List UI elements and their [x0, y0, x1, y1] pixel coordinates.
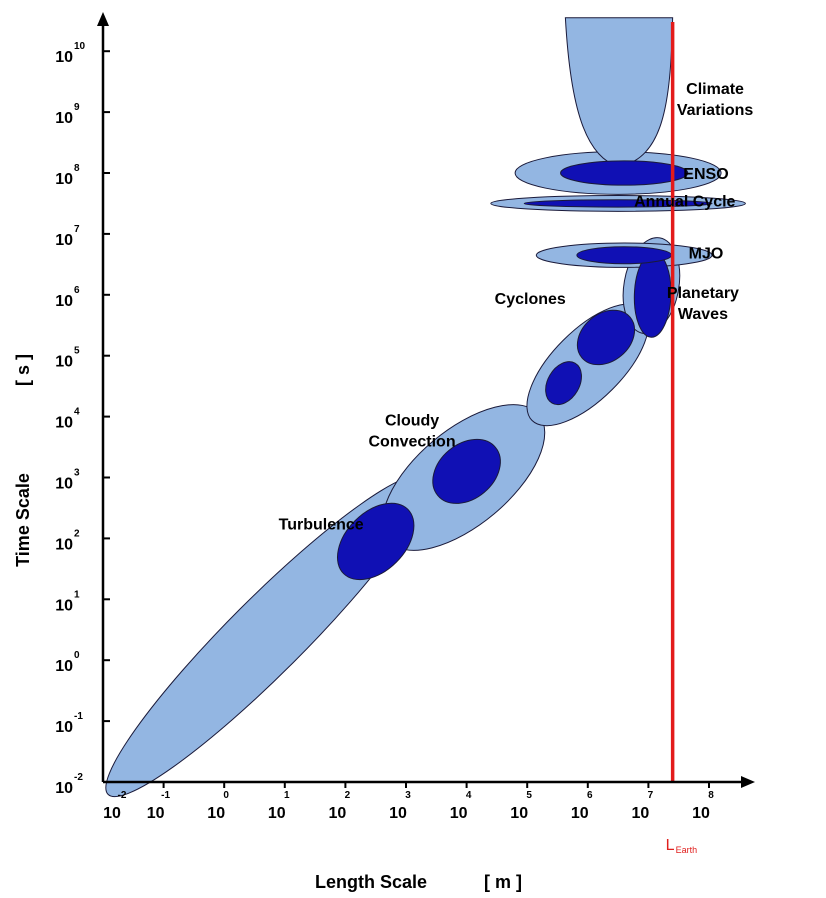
cyclones-core-1: [545, 361, 582, 406]
annual-cycle-core: [523, 199, 713, 208]
y-tick-label: 10: [55, 536, 73, 553]
x-tick-exponent: 4: [466, 790, 472, 801]
planetary-waves-label: Planetary: [667, 285, 739, 302]
x-tick-exponent: -1: [161, 790, 170, 801]
y-tick-label: 10: [55, 293, 73, 310]
cyclones-label: Cyclones: [495, 291, 566, 308]
turbulence-core: [336, 502, 415, 581]
enso-label: ENSO: [683, 166, 728, 183]
annual-cycle-label: Annual Cycle: [634, 193, 735, 210]
y-axis-arrow: [97, 12, 109, 26]
y-tick-exponent: 8: [74, 163, 80, 174]
x-axis-title: Length Scale: [315, 872, 427, 892]
climate-variations-label: Climate: [686, 81, 744, 98]
y-tick-label: 10: [55, 719, 73, 736]
y-tick-label: 10: [55, 415, 73, 432]
y-tick-exponent: 9: [74, 102, 80, 113]
x-tick-exponent: 3: [405, 790, 411, 801]
y-tick-exponent: 7: [74, 224, 80, 235]
x-tick-label: 10: [692, 805, 710, 822]
cloudy-convection-label: Convection: [368, 434, 455, 451]
y-tick-exponent: 1: [74, 589, 80, 600]
x-tick-label: 10: [329, 805, 347, 822]
y-tick-exponent: 5: [74, 346, 80, 357]
earth-line-label: L: [666, 837, 675, 854]
x-tick-label: 10: [207, 805, 225, 822]
mjo-label: MJO: [689, 245, 724, 262]
enso-core: [560, 160, 689, 186]
climate-variations-region: [564, 17, 674, 168]
mjo-core: [576, 246, 672, 265]
y-tick-label: 10: [55, 49, 73, 66]
y-axis-title-group: Time Scale [ s ]: [13, 354, 33, 567]
x-tick-label: 10: [389, 805, 407, 822]
y-tick-label: 10: [55, 110, 73, 127]
x-tick-label: 10: [268, 805, 286, 822]
y-axis-unit: [ s ]: [13, 354, 33, 386]
y-tick-exponent: 10: [74, 41, 86, 52]
x-tick-label: 10: [571, 805, 589, 822]
x-tick-label: 10: [147, 805, 165, 822]
x-tick-exponent: 0: [223, 790, 229, 801]
y-tick-exponent: -1: [74, 711, 83, 722]
y-axis-title: Time Scale: [13, 473, 33, 567]
y-tick-label: 10: [55, 171, 73, 188]
y-tick-label: 10: [55, 232, 73, 249]
y-tick-exponent: 0: [74, 650, 80, 661]
earth-line-label-subscript: Earth: [676, 845, 698, 855]
y-tick-label: 10: [55, 354, 73, 371]
x-tick-exponent: 6: [587, 790, 593, 801]
x-tick-label: 10: [450, 805, 468, 822]
turbulence-label: Turbulence: [279, 516, 364, 533]
phenomena-labels: Turbulence Cloudy Convection Cyclones Planet…: [279, 81, 754, 533]
y-tick-exponent: 6: [74, 285, 80, 296]
y-tick-exponent: 3: [74, 468, 80, 479]
y-tick-label: 10: [55, 476, 73, 493]
y-tick-label: 10: [55, 658, 73, 675]
x-axis-unit: [ m ]: [484, 872, 522, 892]
x-tick-exponent: 1: [284, 790, 290, 801]
cloudy-convection-core: [432, 438, 501, 504]
x-axis-arrow: [741, 776, 755, 788]
x-tick-exponent: -2: [118, 790, 127, 801]
y-tick-label: 10: [55, 780, 73, 797]
x-tick-exponent: 8: [708, 790, 714, 801]
cloudy-convection-label: Cloudy: [385, 413, 439, 430]
axes: 10-210-110010110210310410510610710810-21…: [55, 12, 755, 822]
phenomena-shapes: [105, 17, 746, 798]
y-tick-exponent: -2: [74, 772, 83, 783]
x-tick-exponent: 7: [648, 790, 654, 801]
cyclones-core-2: [576, 309, 636, 366]
x-tick-label: 10: [103, 805, 121, 822]
y-tick-label: 10: [55, 597, 73, 614]
x-tick-exponent: 2: [345, 790, 351, 801]
earth-line-group: L Earth: [666, 22, 698, 855]
y-tick-exponent: 4: [74, 407, 80, 418]
planetary-waves-label: Waves: [678, 306, 728, 323]
y-tick-exponent: 2: [74, 528, 80, 539]
climate-variations-label: Variations: [677, 102, 754, 119]
x-tick-label: 10: [510, 805, 528, 822]
x-tick-label: 10: [632, 805, 650, 822]
x-tick-exponent: 5: [526, 790, 532, 801]
